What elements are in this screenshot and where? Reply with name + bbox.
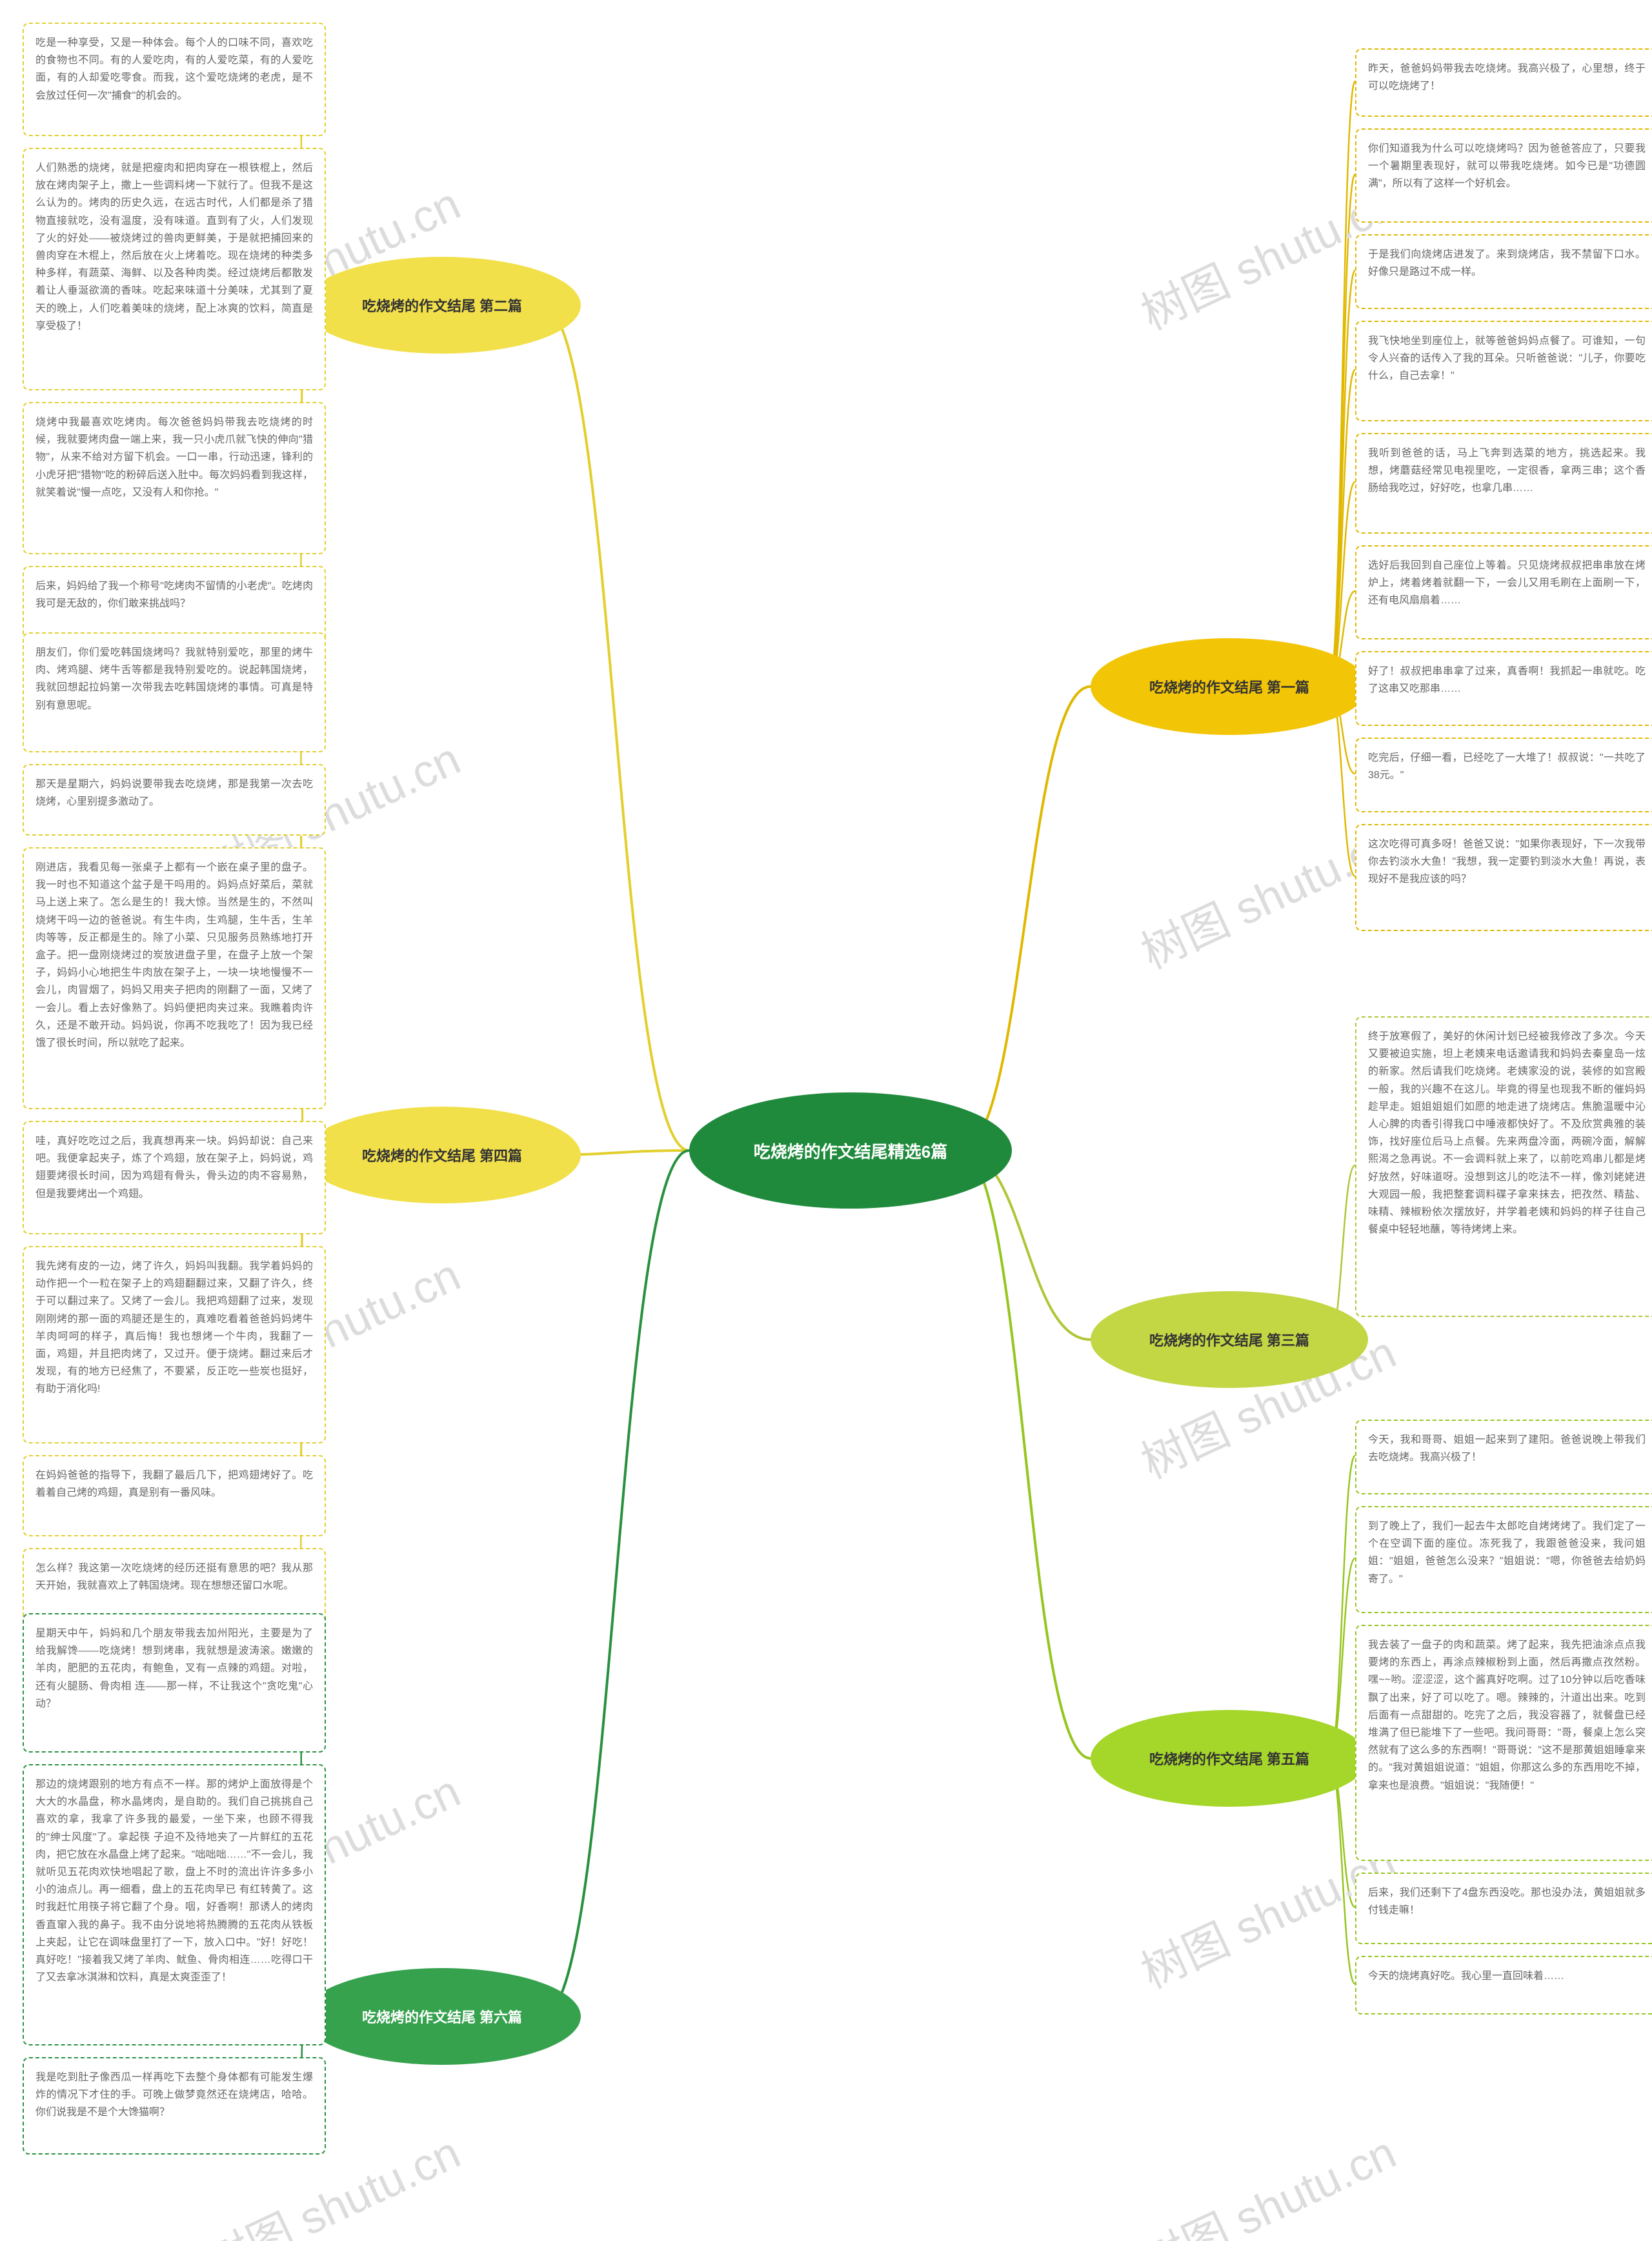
leaf-node: 吃完后，仔细一看，已经吃了一大堆了！叔叔说："一共吃了38元。" — [1355, 738, 1652, 812]
leaf-text: 后来，我们还剩下了4盘东西没吃。那也没办法，黄姐姐就多付钱走嘛！ — [1368, 1887, 1646, 1916]
leaf-text: 后来，妈妈给了我一个称号"吃烤肉不留情的小老虎"。吃烤肉我可是无敌的，你们敢来挑… — [35, 581, 313, 609]
leaf-text: 那天是星期六，妈妈说要带我去吃烧烤，那是我第一次去吃烧烤，心里别提多激动了。 — [35, 779, 313, 807]
leaf-text: 于是我们向烧烤店进发了。来到烧烤店，我不禁留下口水。好像只是路过不成一样。 — [1368, 249, 1646, 277]
leaf-text: 今天的烧烤真好吃。我心里一直回味着…… — [1368, 1971, 1564, 1982]
root-label: 吃烧烤的作文结尾精选6篇 — [754, 1139, 947, 1163]
leaf-node: 好了！叔叔把串串拿了过来，真香啊！我抓起一串就吃。吃了这串又吃那串…… — [1355, 651, 1652, 726]
leaf-text: 昨天，爸爸妈妈带我去吃烧烤。我高兴极了，心里想，终于可以吃烧烤了！ — [1368, 63, 1646, 92]
leaf-text: 好了！叔叔把串串拿了过来，真香啊！我抓起一串就吃。吃了这串又吃那串…… — [1368, 666, 1646, 694]
leaf-text: 哇，真好吃吃过之后，我真想再来一块。妈妈却说：自己来吧。我便拿起夹子，炼了个鸡翅… — [35, 1136, 313, 1200]
branch-label: 吃烧烤的作文结尾 第一篇 — [1149, 676, 1309, 697]
watermark: 树图 shutu.cn — [1129, 2117, 1405, 2241]
leaf-node: 星期天中午，妈妈和几个朋友带我去加州阳光，主要是为了给我解馋——吃烧烤！想到烤串… — [23, 1613, 326, 1753]
leaf-node: 这次吃得可真多呀！爸爸又说："如果你表现好，下一次我带你去钓淡水大鱼！"我想，我… — [1355, 824, 1652, 931]
leaf-text: 我去装了一盘子的肉和蔬菜。烤了起来，我先把油涂点点我要烤的东西上，再涂点辣椒粉到… — [1368, 1640, 1646, 1791]
leaf-node: 选好后我回到自己座位上等着。只见烧烤叔叔把串串放在烤炉上，烤着烤着就翻一下，一会… — [1355, 545, 1652, 639]
leaf-text: 终于放寒假了，美好的休闲计划已经被我修改了多次。今天又要被迫实施，坦上老姨来电话… — [1368, 1031, 1646, 1235]
leaf-text: 星期天中午，妈妈和几个朋友带我去加州阳光，主要是为了给我解馋——吃烧烤！想到烤串… — [35, 1628, 313, 1709]
branch-label: 吃烧烤的作文结尾 第二篇 — [362, 295, 522, 316]
leaf-node: 那边的烧烤跟别的地方有点不一样。那的烤炉上面放得是个大大的水晶盘，称水晶烤肉，是… — [23, 1764, 326, 2045]
leaf-node: 朋友们，你们爱吃韩国烧烤吗？我就特别爱吃，那里的烤牛肉、烤鸡腿、烤牛舌等都是我特… — [23, 632, 326, 752]
leaf-node: 烧烤中我最喜欢吃烤肉。每次爸爸妈妈带我去吃烧烤的时候，我就要烤肉盘一端上来，我一… — [23, 402, 326, 554]
leaf-text: 烧烤中我最喜欢吃烤肉。每次爸爸妈妈带我去吃烧烤的时候，我就要烤肉盘一端上来，我一… — [35, 417, 313, 498]
leaf-node: 哇，真好吃吃过之后，我真想再来一块。妈妈却说：自己来吧。我便拿起夹子，炼了个鸡翅… — [23, 1121, 326, 1234]
leaf-text: 刚进店，我看见每一张桌子上都有一个嵌在桌子里的盘子。我一时也不知道这个盆子是干吗… — [35, 862, 313, 1049]
leaf-node: 刚进店，我看见每一张桌子上都有一个嵌在桌子里的盘子。我一时也不知道这个盆子是干吗… — [23, 847, 326, 1109]
leaf-text: 朋友们，你们爱吃韩国烧烤吗？我就特别爱吃，那里的烤牛肉、烤鸡腿、烤牛舌等都是我特… — [35, 647, 313, 711]
leaf-text: 到了晚上了，我们一起去牛太郎吃自烤烤烤了。我们定了一个在空调下面的座位。冻死我了… — [1368, 1521, 1646, 1585]
leaf-node: 我是吃到肚子像西瓜一样再吃下去整个身体都有可能发生爆炸的情况下才住的手。可晚上做… — [23, 2057, 326, 2155]
leaf-text: 我是吃到肚子像西瓜一样再吃下去整个身体都有可能发生爆炸的情况下才住的手。可晚上做… — [35, 2072, 313, 2118]
leaf-text: 吃是一种享受，又是一种体会。每个人的口味不同，喜欢吃的食物也不同。有的人爱吃肉，… — [35, 37, 313, 101]
leaf-text: 我先烤有皮的一边，烤了许久，妈妈叫我翻。我学着妈妈的动作把一个一粒在架子上的鸡翅… — [35, 1261, 313, 1394]
branch-label: 吃烧烤的作文结尾 第五篇 — [1149, 1748, 1309, 1769]
leaf-text: 吃完后，仔细一看，已经吃了一大堆了！叔叔说："一共吃了38元。" — [1368, 752, 1646, 781]
root-node: 吃烧烤的作文结尾精选6篇 — [689, 1092, 1012, 1209]
leaf-node: 今天的烧烤真好吃。我心里一直回味着…… — [1355, 1956, 1652, 2015]
leaf-text: 在妈妈爸爸的指导下，我翻了最后几下，把鸡翅烤好了。吃着着自己烤的鸡翅，真是别有一… — [35, 1470, 313, 1498]
branch-node-b5: 吃烧烤的作文结尾 第五篇 — [1091, 1710, 1368, 1807]
leaf-node: 我听到爸爸的话，马上飞奔到选菜的地方，挑选起来。我想，烤蘑菇经常见电视里吃，一定… — [1355, 433, 1652, 534]
leaf-node: 你们知道我为什么可以吃烧烤吗？因为爸爸答应了，只要我一个暑期里表现好，就可以带我… — [1355, 128, 1652, 223]
branch-label: 吃烧烤的作文结尾 第六篇 — [362, 2006, 522, 2027]
leaf-text: 今天，我和哥哥、姐姐一起来到了建阳。爸爸说晚上带我们去吃烧烤。我高兴极了！ — [1368, 1434, 1646, 1463]
branch-label: 吃烧烤的作文结尾 第四篇 — [362, 1145, 522, 1165]
leaf-node: 在妈妈爸爸的指导下，我翻了最后几下，把鸡翅烤好了。吃着着自己烤的鸡翅，真是别有一… — [23, 1455, 326, 1536]
leaf-text: 选好后我回到自己座位上等着。只见烧烤叔叔把串串放在烤炉上，烤着烤着就翻一下，一会… — [1368, 560, 1646, 606]
leaf-node: 于是我们向烧烤店进发了。来到烧烤店，我不禁留下口水。好像只是路过不成一样。 — [1355, 234, 1652, 309]
leaf-text: 我听到爸爸的话，马上飞奔到选菜的地方，挑选起来。我想，烤蘑菇经常见电视里吃，一定… — [1368, 448, 1646, 494]
branch-node-b1: 吃烧烤的作文结尾 第一篇 — [1091, 638, 1368, 735]
leaf-node: 终于放寒假了，美好的休闲计划已经被我修改了多次。今天又要被迫实施，坦上老姨来电话… — [1355, 1016, 1652, 1317]
leaf-node: 人们熟悉的烧烤，就是把瘦肉和把肉穿在一根铁棍上，然后放在烤肉架子上，撒上一些调料… — [23, 148, 326, 390]
leaf-text: 怎么样？我这第一次吃烧烤的经历还挺有意思的吧？我从那天开始，我就喜欢上了韩国烧烤… — [35, 1563, 313, 1591]
leaf-node: 今天，我和哥哥、姐姐一起来到了建阳。爸爸说晚上带我们去吃烧烤。我高兴极了！ — [1355, 1420, 1652, 1494]
leaf-text: 你们知道我为什么可以吃烧烤吗？因为爸爸答应了，只要我一个暑期里表现好，就可以带我… — [1368, 143, 1646, 189]
leaf-node: 到了晚上了，我们一起去牛太郎吃自烤烤烤了。我们定了一个在空调下面的座位。冻死我了… — [1355, 1506, 1652, 1613]
leaf-node: 后来，我们还剩下了4盘东西没吃。那也没办法，黄姐姐就多付钱走嘛！ — [1355, 1873, 1652, 1944]
leaf-node: 昨天，爸爸妈妈带我去吃烧烤。我高兴极了，心里想，终于可以吃烧烤了！ — [1355, 48, 1652, 117]
leaf-text: 那边的烧烤跟别的地方有点不一样。那的烤炉上面放得是个大大的水晶盘，称水晶烤肉，是… — [35, 1779, 313, 1983]
leaf-node: 我去装了一盘子的肉和蔬菜。烤了起来，我先把油涂点点我要烤的东西上，再涂点辣椒粉到… — [1355, 1625, 1652, 1861]
leaf-text: 这次吃得可真多呀！爸爸又说："如果你表现好，下一次我带你去钓淡水大鱼！"我想，我… — [1368, 839, 1646, 885]
branch-node-b3: 吃烧烤的作文结尾 第三篇 — [1091, 1291, 1368, 1388]
leaf-node: 我先烤有皮的一边，烤了许久，妈妈叫我翻。我学着妈妈的动作把一个一粒在架子上的鸡翅… — [23, 1246, 326, 1443]
leaf-node: 那天是星期六，妈妈说要带我去吃烧烤，那是我第一次去吃烧烤，心里别提多激动了。 — [23, 764, 326, 836]
leaf-text: 我飞快地坐到座位上，就等爸爸妈妈点餐了。可谁知，一句令人兴奋的话传入了我的耳朵。… — [1368, 336, 1646, 381]
leaf-node: 吃是一种享受，又是一种体会。每个人的口味不同，喜欢吃的食物也不同。有的人爱吃肉，… — [23, 23, 326, 136]
branch-node-b6: 吃烧烤的作文结尾 第六篇 — [303, 1968, 581, 2065]
leaf-text: 人们熟悉的烧烤，就是把瘦肉和把肉穿在一根铁棍上，然后放在烤肉架子上，撒上一些调料… — [35, 163, 313, 332]
branch-node-b4: 吃烧烤的作文结尾 第四篇 — [303, 1107, 581, 1203]
branch-label: 吃烧烤的作文结尾 第三篇 — [1149, 1329, 1309, 1350]
leaf-node: 我飞快地坐到座位上，就等爸爸妈妈点餐了。可谁知，一句令人兴奋的话传入了我的耳朵。… — [1355, 321, 1652, 421]
branch-node-b2: 吃烧烤的作文结尾 第二篇 — [303, 257, 581, 354]
